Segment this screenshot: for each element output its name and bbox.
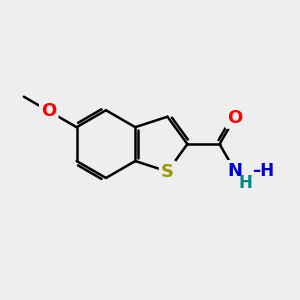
Text: –H: –H <box>252 162 274 180</box>
Text: S: S <box>161 163 174 181</box>
Text: O: O <box>227 109 242 127</box>
Text: N: N <box>228 162 243 180</box>
Text: H: H <box>239 175 253 193</box>
Text: O: O <box>41 102 56 120</box>
